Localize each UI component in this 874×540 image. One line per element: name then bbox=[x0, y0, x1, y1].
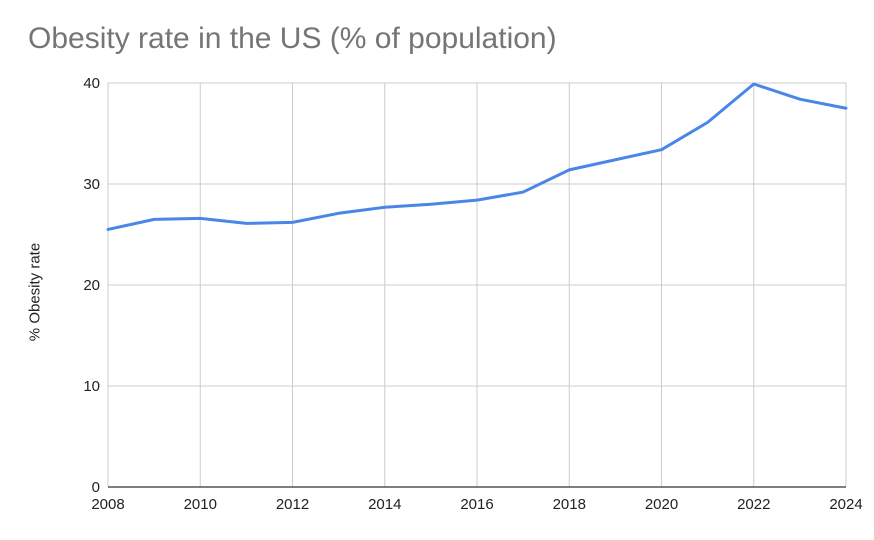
x-tick-label: 2022 bbox=[737, 496, 770, 513]
x-tick-label: 2024 bbox=[829, 496, 862, 513]
x-tick-labels: 2008 2010 2012 2014 2016 2018 2020 2022 2024 bbox=[91, 496, 862, 513]
x-tick-label: 2014 bbox=[368, 496, 401, 513]
x-tick-label: 2018 bbox=[553, 496, 586, 513]
series-lines bbox=[106, 82, 848, 231]
chart-title: Obesity rate in the US (% of population) bbox=[28, 22, 557, 55]
y-tick-labels: 0 10 20 30 40 bbox=[83, 75, 100, 496]
x-tick-label: 2008 bbox=[91, 496, 124, 513]
y-tick-label: 20 bbox=[83, 277, 100, 294]
grid-lines bbox=[107, 82, 847, 487]
y-tick-label: 30 bbox=[83, 176, 100, 193]
y-tick-label: 40 bbox=[83, 75, 100, 92]
x-tick-label: 2012 bbox=[276, 496, 309, 513]
y-tick-label: 10 bbox=[83, 378, 100, 395]
x-tick-label: 2016 bbox=[460, 496, 493, 513]
series-line-0 bbox=[106, 82, 848, 231]
x-tick-label: 2010 bbox=[184, 496, 217, 513]
x-tick-label: 2020 bbox=[645, 496, 678, 513]
y-tick-label: 0 bbox=[92, 479, 100, 496]
